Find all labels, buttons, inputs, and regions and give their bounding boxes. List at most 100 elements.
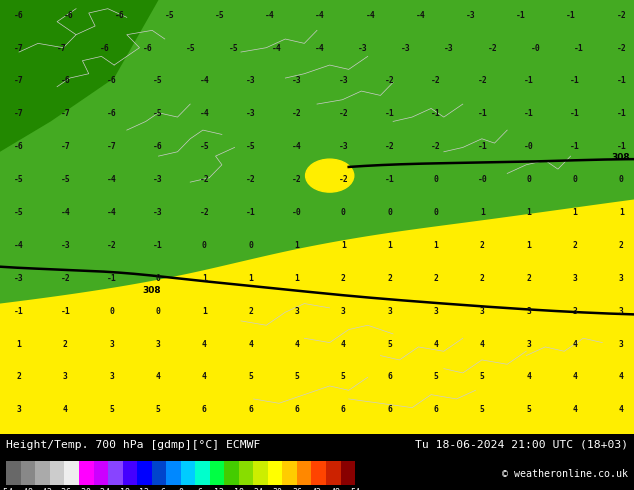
Text: 42: 42 — [311, 488, 321, 490]
Text: 2: 2 — [619, 241, 624, 250]
Text: 0: 0 — [619, 175, 624, 184]
Text: -2: -2 — [431, 76, 441, 85]
Text: 308: 308 — [612, 153, 630, 162]
Text: 3: 3 — [619, 307, 624, 316]
Text: -1: -1 — [14, 307, 24, 316]
Text: 5: 5 — [249, 372, 253, 381]
Text: 24: 24 — [253, 488, 263, 490]
Text: 4: 4 — [434, 340, 439, 348]
Text: -1: -1 — [246, 208, 256, 217]
Text: 4: 4 — [573, 405, 578, 415]
Text: -3: -3 — [358, 44, 368, 52]
Text: 3: 3 — [434, 307, 439, 316]
Text: -6: -6 — [143, 44, 153, 52]
Text: 4: 4 — [573, 372, 578, 381]
Text: -7: -7 — [57, 44, 67, 52]
Text: -6: -6 — [157, 488, 166, 490]
Text: 6: 6 — [202, 405, 207, 415]
Text: -1: -1 — [153, 241, 163, 250]
Text: 4: 4 — [202, 372, 207, 381]
Text: -18: -18 — [115, 488, 130, 490]
Bar — [36, 461, 50, 486]
Text: -2: -2 — [200, 208, 209, 217]
Text: -4: -4 — [315, 11, 325, 20]
Text: -1: -1 — [573, 44, 583, 52]
Text: -42: -42 — [37, 488, 53, 490]
Text: -0: -0 — [292, 208, 302, 217]
Text: 3: 3 — [109, 340, 114, 348]
Bar — [166, 461, 181, 486]
Text: -1: -1 — [524, 109, 534, 118]
Text: 0: 0 — [434, 208, 439, 217]
Text: -4: -4 — [60, 208, 70, 217]
Text: 0: 0 — [387, 208, 392, 217]
Bar — [108, 461, 122, 486]
Text: 1: 1 — [526, 208, 531, 217]
Text: 1: 1 — [295, 241, 299, 250]
Text: -1: -1 — [60, 307, 70, 316]
Text: -4: -4 — [272, 44, 282, 52]
Bar — [326, 461, 340, 486]
Text: 1: 1 — [526, 241, 531, 250]
Text: 2: 2 — [341, 274, 346, 283]
Text: -2: -2 — [616, 44, 626, 52]
Text: 3: 3 — [387, 307, 392, 316]
Text: -7: -7 — [14, 109, 24, 118]
Bar — [282, 461, 297, 486]
Text: 0: 0 — [249, 241, 253, 250]
Text: -6: -6 — [64, 11, 74, 20]
Text: -6: -6 — [107, 76, 117, 85]
Text: 1: 1 — [434, 241, 439, 250]
Text: -3: -3 — [466, 11, 476, 20]
Text: -1: -1 — [570, 142, 580, 151]
Text: 0: 0 — [341, 208, 346, 217]
Text: 30: 30 — [273, 488, 283, 490]
Text: -1: -1 — [385, 175, 394, 184]
Text: 4: 4 — [480, 340, 485, 348]
Text: -1: -1 — [570, 76, 580, 85]
Text: 4: 4 — [63, 405, 68, 415]
Text: -0: -0 — [477, 175, 487, 184]
Text: 6: 6 — [249, 405, 253, 415]
Text: 12: 12 — [214, 488, 224, 490]
Text: 2: 2 — [526, 274, 531, 283]
Text: 2: 2 — [387, 274, 392, 283]
Text: -2: -2 — [60, 274, 70, 283]
Text: 1: 1 — [619, 208, 624, 217]
Text: -1: -1 — [431, 109, 441, 118]
Text: -3: -3 — [292, 76, 302, 85]
Text: -6: -6 — [115, 11, 124, 20]
Text: 48: 48 — [331, 488, 340, 490]
Text: -4: -4 — [315, 44, 325, 52]
Bar — [21, 461, 36, 486]
Text: -54: -54 — [0, 488, 14, 490]
Bar — [311, 461, 326, 486]
Text: -4: -4 — [200, 76, 209, 85]
Text: 0: 0 — [202, 241, 207, 250]
Text: 1: 1 — [573, 208, 578, 217]
Text: -4: -4 — [265, 11, 275, 20]
Text: 4: 4 — [202, 340, 207, 348]
Text: -3: -3 — [339, 76, 348, 85]
Text: -1: -1 — [616, 109, 626, 118]
Text: -2: -2 — [488, 44, 497, 52]
Text: Tu 18-06-2024 21:00 UTC (18+03): Tu 18-06-2024 21:00 UTC (18+03) — [415, 440, 628, 450]
Text: 6: 6 — [434, 405, 439, 415]
Text: -5: -5 — [153, 109, 163, 118]
Text: 4: 4 — [526, 372, 531, 381]
Text: -5: -5 — [14, 208, 24, 217]
Text: -2: -2 — [246, 175, 256, 184]
Text: -0: -0 — [524, 142, 534, 151]
Text: 0: 0 — [526, 175, 531, 184]
Bar — [210, 461, 224, 486]
Text: -5: -5 — [215, 11, 224, 20]
Bar — [268, 461, 282, 486]
Text: -3: -3 — [246, 76, 256, 85]
Text: -4: -4 — [107, 175, 117, 184]
Text: 1: 1 — [387, 241, 392, 250]
Text: 1: 1 — [341, 241, 346, 250]
Text: -5: -5 — [200, 142, 209, 151]
Text: 4: 4 — [573, 340, 578, 348]
Text: 2: 2 — [573, 241, 578, 250]
Text: 1: 1 — [16, 340, 22, 348]
